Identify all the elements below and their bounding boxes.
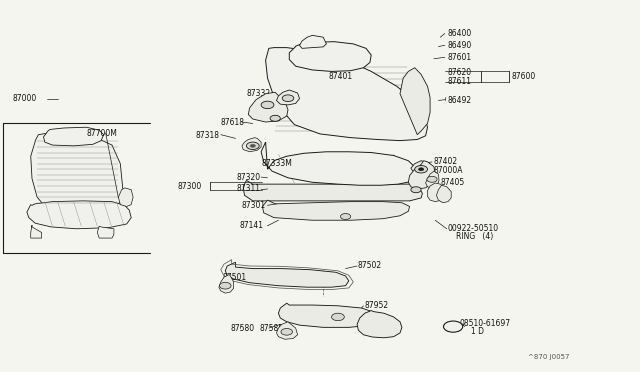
Text: 87333M: 87333M [261,159,292,168]
Text: 87580: 87580 [230,324,255,333]
Polygon shape [242,138,261,152]
Text: 87618: 87618 [221,118,244,126]
Text: 87502: 87502 [357,262,381,270]
Polygon shape [261,142,417,185]
Circle shape [411,187,421,193]
Polygon shape [248,92,288,122]
Circle shape [419,168,424,171]
Text: 87000: 87000 [13,94,37,103]
Text: 87585: 87585 [259,324,284,333]
Circle shape [415,166,428,173]
Text: 87401: 87401 [329,72,353,81]
Text: S: S [451,322,456,331]
Polygon shape [289,42,371,71]
Polygon shape [357,311,402,338]
Circle shape [270,115,280,121]
Text: ^870 j0057: ^870 j0057 [528,354,570,360]
Circle shape [332,313,344,321]
Polygon shape [276,90,300,105]
Text: 87405: 87405 [440,178,465,187]
Text: 87300: 87300 [178,182,202,191]
Polygon shape [300,35,326,48]
Text: 87318: 87318 [195,131,219,140]
Polygon shape [400,68,430,135]
Text: 87333: 87333 [346,55,370,64]
Text: 87611: 87611 [448,77,472,86]
Circle shape [281,328,292,335]
Polygon shape [225,262,349,287]
Text: 87320: 87320 [237,173,261,182]
Circle shape [246,142,259,150]
Polygon shape [97,226,114,238]
Polygon shape [278,303,378,327]
Text: 87600: 87600 [512,72,536,81]
Text: 87332: 87332 [246,89,271,98]
Text: 87311: 87311 [237,184,261,193]
Text: 86490: 86490 [448,41,472,50]
Text: 87402: 87402 [434,157,458,166]
Polygon shape [31,225,42,238]
Polygon shape [428,183,445,202]
Text: 87301: 87301 [242,201,266,210]
Text: 87141: 87141 [239,221,264,230]
Polygon shape [266,48,428,141]
Polygon shape [44,127,104,146]
Text: 86400: 86400 [448,29,472,38]
Polygon shape [411,161,435,183]
Polygon shape [426,171,439,189]
Text: 87620: 87620 [448,68,472,77]
Polygon shape [219,275,234,293]
Circle shape [261,101,274,109]
Circle shape [282,95,294,102]
Circle shape [444,321,463,332]
Text: 08510-61697: 08510-61697 [460,319,511,328]
Text: RING   (4): RING (4) [456,232,493,241]
Polygon shape [31,132,123,211]
Text: 87601: 87601 [448,53,472,62]
Text: 1 D: 1 D [471,327,484,336]
Text: 87952: 87952 [365,301,389,310]
Circle shape [427,176,437,182]
Circle shape [220,282,231,289]
Circle shape [340,214,351,219]
Polygon shape [118,188,133,206]
Text: 87000A: 87000A [434,166,463,175]
Circle shape [250,144,255,147]
Polygon shape [436,185,451,203]
Polygon shape [27,201,131,229]
Polygon shape [243,180,422,201]
Polygon shape [408,161,435,189]
Text: 87501: 87501 [223,273,247,282]
Polygon shape [276,322,298,339]
Text: 00922-50510: 00922-50510 [448,224,499,233]
Text: 87700M: 87700M [86,129,117,138]
Text: 86492: 86492 [448,96,472,105]
Polygon shape [262,200,410,220]
